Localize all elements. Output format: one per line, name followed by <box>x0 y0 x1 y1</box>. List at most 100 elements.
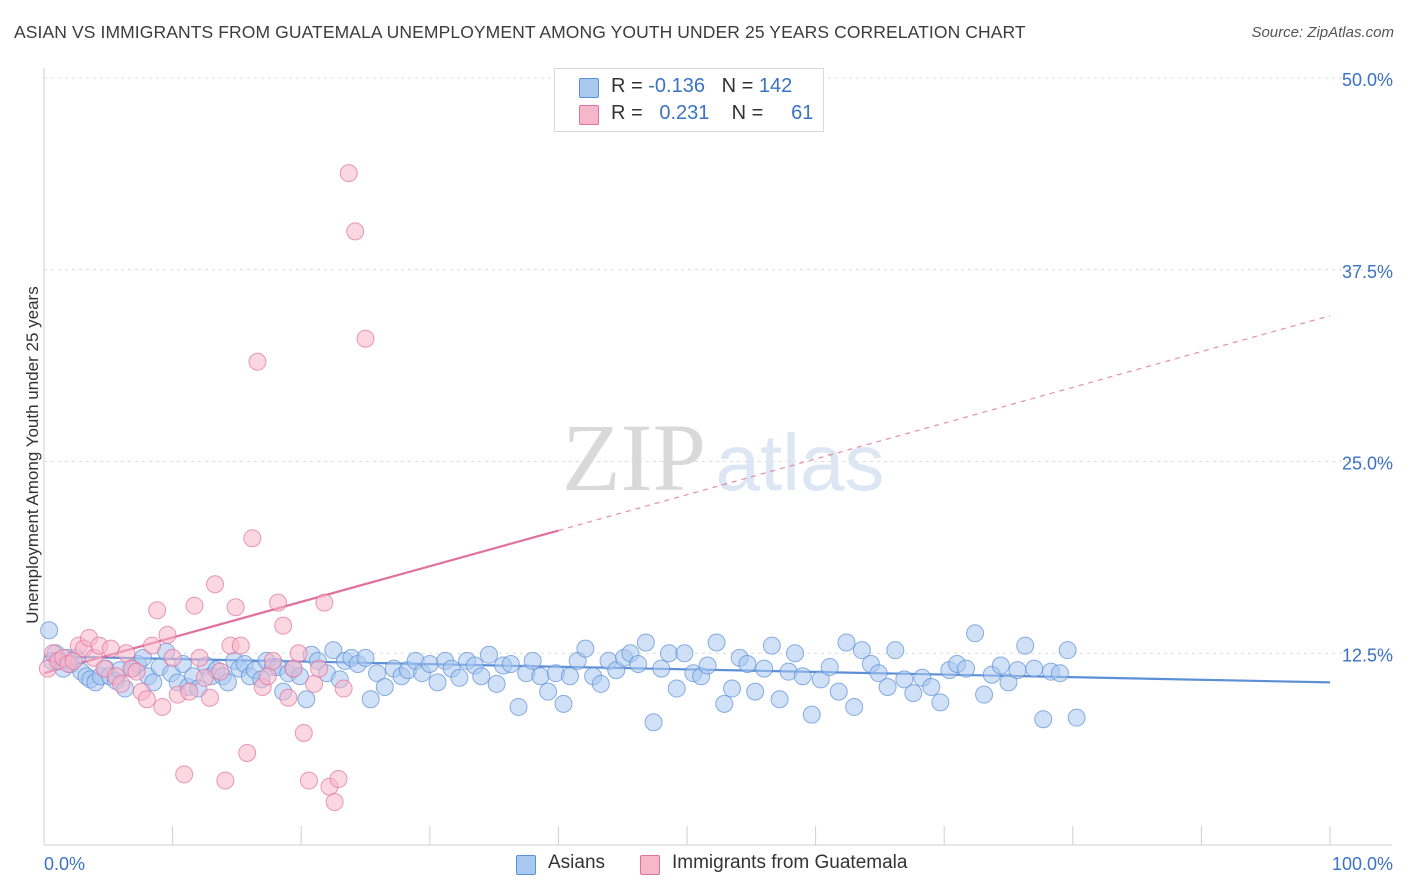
asian-point <box>375 677 394 696</box>
watermark-atlas: atlas <box>716 418 885 507</box>
asian-point <box>523 651 542 670</box>
guatemala-point <box>339 164 358 183</box>
guatemala-point <box>112 674 131 693</box>
asian-point <box>1025 659 1044 678</box>
watermark-zip: ZIP <box>562 404 706 511</box>
asian-point <box>895 670 914 689</box>
guatemala-point <box>294 724 313 743</box>
asian-point <box>554 694 573 713</box>
asian-point <box>1067 708 1086 727</box>
axes <box>43 68 1392 846</box>
x-tick-label-end: 100.0% <box>1332 854 1393 874</box>
asian-point <box>762 636 781 655</box>
asian-point <box>675 644 694 663</box>
bottom-legend-label-guatemala: Immigrants from Guatemala <box>672 852 908 873</box>
asian-point <box>922 677 941 696</box>
asian-point <box>659 644 678 663</box>
asian-point <box>652 659 671 678</box>
guatemala-point <box>305 674 324 693</box>
asian-point <box>975 685 994 704</box>
asian-point <box>707 633 726 652</box>
legend-stats-asians: R = -0.136 N = 142 <box>611 75 793 97</box>
guatemala-point <box>185 596 204 615</box>
asian-point <box>667 679 686 698</box>
guatemala-point <box>211 662 230 681</box>
bottom-legend-swatch-asians <box>516 855 536 875</box>
asian-point <box>40 621 59 640</box>
guatemala-point <box>206 575 225 594</box>
guatemala-point <box>356 329 375 348</box>
guatemala-point <box>248 352 267 371</box>
guatemala-point <box>269 593 288 612</box>
guatemala-point <box>226 598 245 617</box>
asian-point <box>576 639 595 658</box>
asian-point <box>755 659 774 678</box>
asian-point <box>428 673 447 692</box>
asian-point <box>539 682 558 701</box>
asian-point <box>966 624 985 643</box>
y-tick-label: 50.0% <box>1342 70 1393 90</box>
y-tick-label: 25.0% <box>1342 454 1393 474</box>
asian-point <box>591 674 610 693</box>
asian-point <box>852 641 871 660</box>
guatemala-point <box>274 616 293 635</box>
guatemala-point <box>299 771 318 790</box>
asian-point <box>509 697 528 716</box>
asian-point <box>837 633 856 652</box>
asian-point <box>770 690 789 709</box>
asian-point <box>531 667 550 686</box>
asian-point <box>999 673 1018 692</box>
asian-point <box>723 679 742 698</box>
y-tick-label: 37.5% <box>1342 262 1393 282</box>
asian-point <box>479 645 498 664</box>
guatemala-point <box>258 667 277 686</box>
chart-title: ASIAN VS IMMIGRANTS FROM GUATEMALA UNEMP… <box>14 22 1026 42</box>
asian-point <box>738 654 757 673</box>
guatemala-point <box>315 593 334 612</box>
guatemala-point <box>127 662 146 681</box>
asian-point <box>886 641 905 660</box>
guatemala-point <box>243 529 262 548</box>
watermark: ZIP atlas <box>562 404 884 511</box>
guatemala-point <box>346 222 365 241</box>
guatemala-point <box>163 648 182 667</box>
guatemala-point <box>143 636 162 655</box>
guatemala-point <box>216 771 235 790</box>
data-points <box>38 164 1086 812</box>
asian-point <box>1034 710 1053 729</box>
guatemala-point <box>279 688 298 707</box>
asian-point <box>869 664 888 683</box>
asian-point <box>629 654 648 673</box>
guatemala-point <box>101 639 120 658</box>
guatemala-point <box>325 793 344 812</box>
guatemala-point <box>329 770 348 789</box>
guatemala-point <box>289 644 308 663</box>
x-tick-label-start: 0.0% <box>44 854 85 874</box>
guatemala-point <box>195 668 214 687</box>
asian-point <box>644 713 663 732</box>
asian-point <box>811 670 830 689</box>
asian-point <box>820 658 839 677</box>
asian-point <box>450 668 469 687</box>
guatemala-point <box>238 743 257 762</box>
asian-point <box>991 656 1010 675</box>
asian-point <box>1050 664 1069 683</box>
guatemala-point <box>148 601 167 620</box>
guatemala-point <box>137 690 156 709</box>
stats-legend: R = -0.136 N = 142 R = 0.231 N = 61 <box>554 68 824 132</box>
asian-point <box>786 644 805 663</box>
asian-point <box>1008 661 1027 680</box>
asian-point <box>1016 636 1035 655</box>
guatemala-point <box>284 659 303 678</box>
bottom-legend-label-asians: Asians <box>548 852 606 873</box>
asian-point <box>472 667 491 686</box>
bottom-legend-swatch-guatemala <box>640 855 660 875</box>
guatemala-point <box>175 765 194 784</box>
guatemala-point <box>158 625 177 644</box>
guatemala-point <box>310 659 329 678</box>
asian-point <box>420 654 439 673</box>
asian-point <box>746 682 765 701</box>
asian-point <box>698 656 717 675</box>
y-axis-label: Unemployment Among Youth under 25 years <box>23 286 42 623</box>
